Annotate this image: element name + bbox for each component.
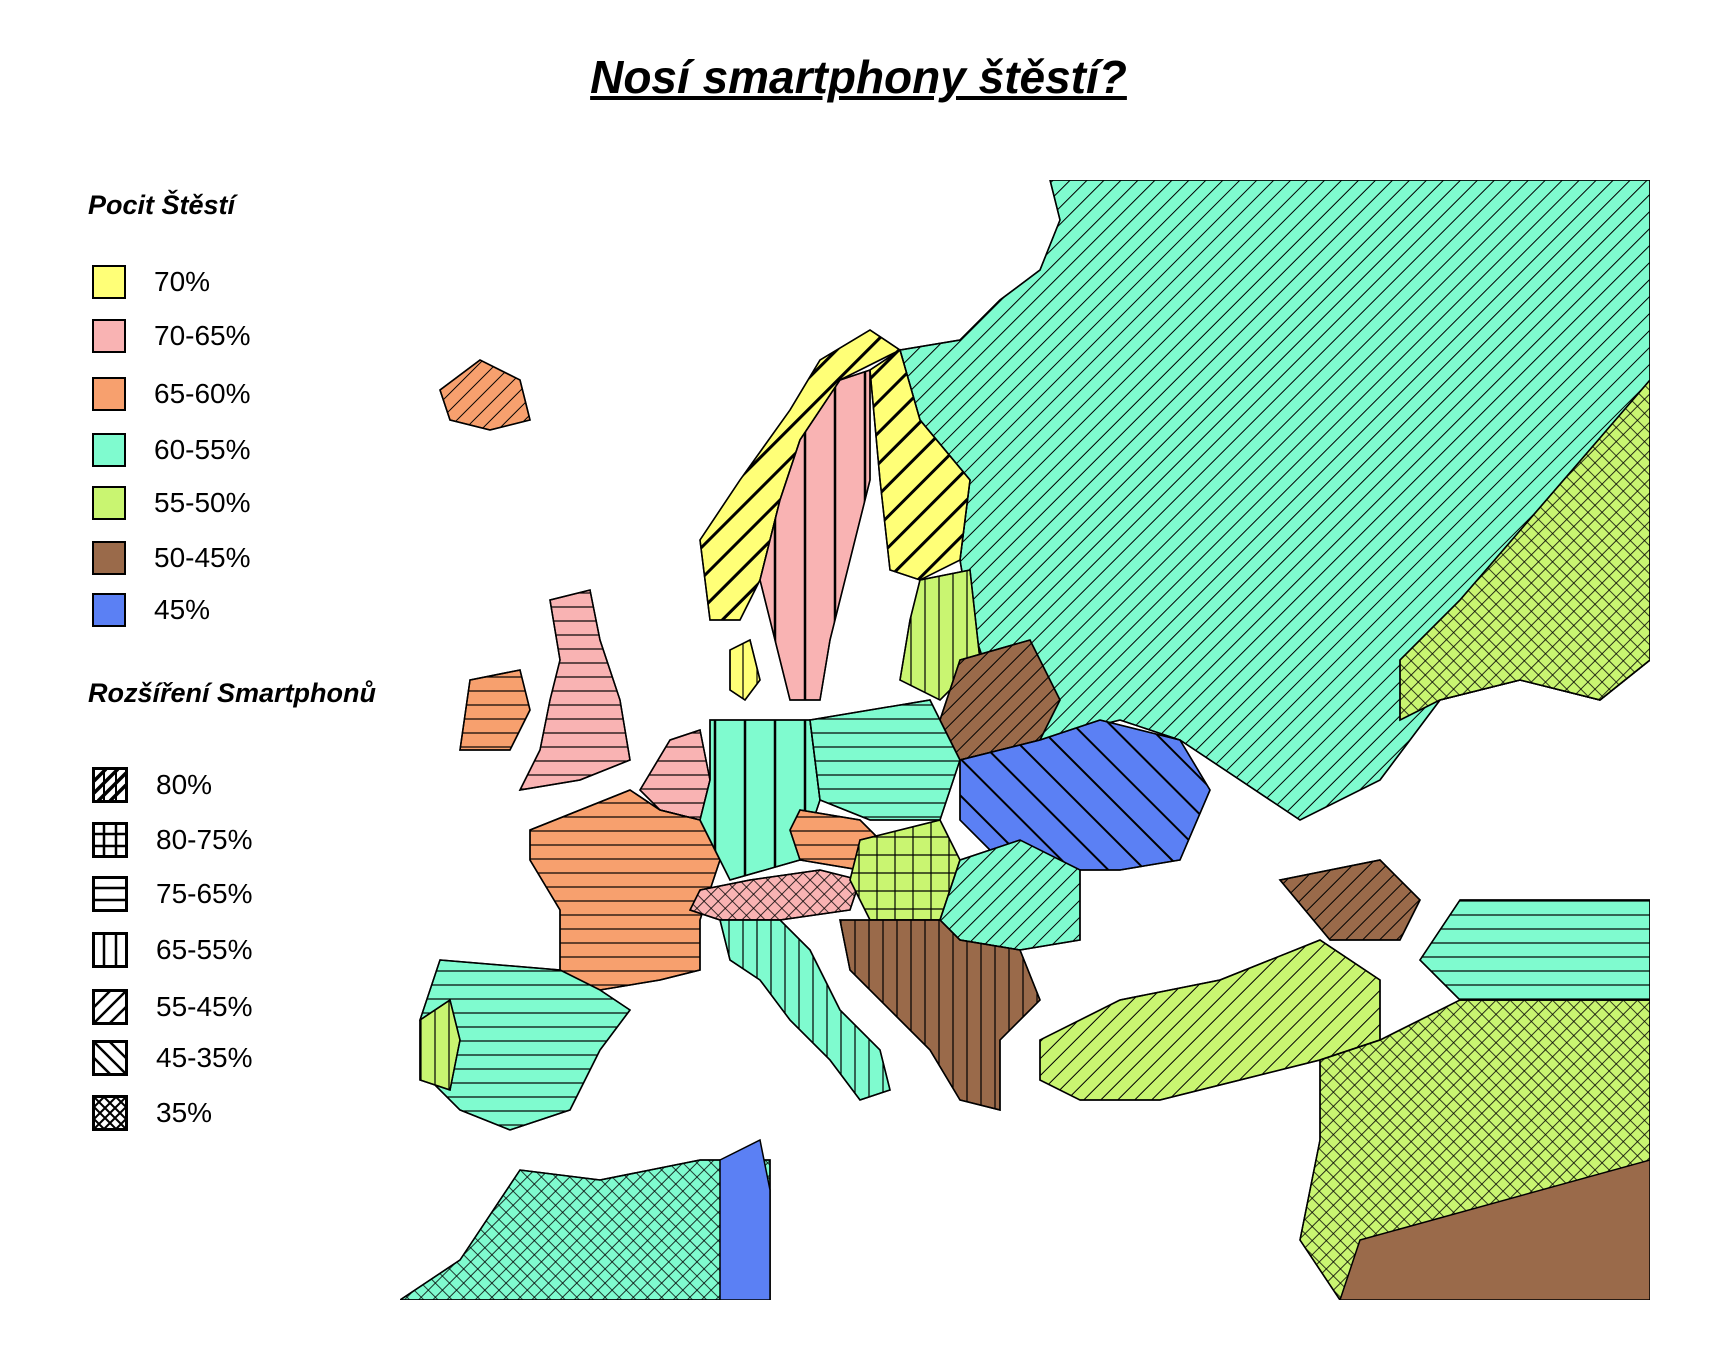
vertical-lines-pattern-icon [92, 932, 128, 968]
region-middle-east [1299, 999, 1650, 1300]
region-italy [719, 919, 891, 1101]
region-portugal [419, 998, 461, 1091]
region-germany [699, 719, 821, 881]
happiness-swatch [92, 319, 126, 353]
smartphone-legend-item-35: 35% [92, 1093, 212, 1133]
happiness-swatch [92, 486, 126, 520]
smartphone-label: 80% [156, 769, 213, 800]
smartphone-legend-heading: Rozšíření Smartphonů [88, 678, 377, 708]
europe-map [400, 180, 1650, 1300]
region-caucasus [1278, 859, 1421, 941]
happiness-legend-item-45: 45% [92, 590, 210, 630]
diagonal-lines-pattern-icon [92, 989, 128, 1025]
region-ireland [459, 669, 531, 751]
region-poland [809, 699, 961, 821]
smartphone-legend-item-80-75: 80-75% [92, 820, 253, 860]
happiness-legend-item-70-65: 70-65% [92, 316, 251, 356]
region-north-africa [400, 1159, 771, 1300]
region-kazakhstan [1399, 378, 1650, 722]
smartphone-label: 75-65% [156, 878, 253, 909]
crosshatch-pattern-icon [92, 1095, 128, 1131]
smartphone-label: 80-75% [156, 824, 253, 855]
happiness-legend-item-50-45: 50-45% [92, 538, 251, 578]
horizontal-lines-pattern-icon [92, 876, 128, 912]
happiness-legend-heading: Pocit Štěstí [88, 190, 236, 220]
smartphone-label: 45-35% [156, 1042, 253, 1073]
happiness-label: 70% [154, 266, 211, 297]
region-hungary-slovakia [849, 819, 961, 921]
region-finland [869, 348, 971, 581]
region-denmark [729, 638, 761, 702]
region-tunisia [719, 1138, 771, 1300]
happiness-legend-item-60-55: 60-55% [92, 430, 251, 470]
smartphone-label: 55-45% [156, 991, 253, 1022]
region-romania [939, 839, 1081, 951]
happiness-swatch [92, 377, 126, 411]
region-france [529, 789, 721, 991]
region-austria-switzerland [688, 869, 861, 921]
smartphone-label: 35% [156, 1097, 213, 1128]
happiness-swatch [92, 541, 126, 575]
happiness-swatch [92, 433, 126, 467]
region-ukraine [959, 719, 1211, 871]
happiness-swatch [92, 265, 126, 299]
region-balkans [839, 919, 1041, 1111]
smartphone-label: 65-55% [156, 934, 253, 965]
happiness-label: 50-45% [154, 542, 251, 573]
region-sweden [759, 368, 871, 701]
map-title: Nosí smartphony štěstí? [590, 51, 1127, 103]
smartphone-legend-item-80: 80% [92, 765, 212, 805]
happiness-legend-item-70: 70% [92, 262, 210, 302]
happiness-label: 60-55% [154, 434, 251, 465]
region-uk [518, 589, 631, 791]
bold-diagonal-pattern-icon [92, 767, 128, 803]
smartphone-legend-item-75-65: 75-65% [92, 874, 253, 914]
happiness-swatch [92, 593, 126, 627]
smartphone-legend-item-45-35: 45-35% [92, 1038, 253, 1078]
happiness-label: 45% [154, 594, 211, 625]
happiness-legend-item-65-60: 65-60% [92, 374, 251, 414]
happiness-label: 65-60% [154, 378, 251, 409]
region-iran [1419, 899, 1650, 1001]
happiness-legend-item-55-50: 55-50% [92, 483, 251, 523]
region-iceland [439, 359, 531, 431]
grid-pattern-icon [92, 822, 128, 858]
region-benelux [639, 729, 711, 821]
back-diagonal-lines-pattern-icon [92, 1040, 128, 1076]
happiness-label: 70-65% [154, 320, 251, 351]
happiness-label: 55-50% [154, 487, 251, 518]
smartphone-legend-item-55-45: 55-45% [92, 987, 253, 1027]
smartphone-legend-item-65-55: 65-55% [92, 930, 253, 970]
